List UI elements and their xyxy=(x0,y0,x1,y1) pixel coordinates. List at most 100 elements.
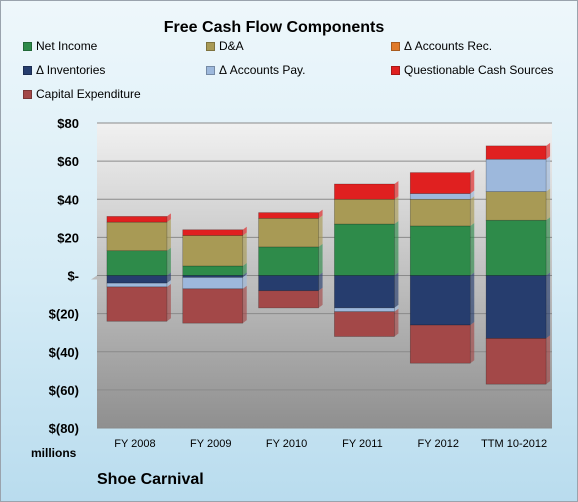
bar-segment-capital-expenditure xyxy=(182,288,244,324)
bar-segment-capital-expenditure xyxy=(485,338,547,385)
bar-segment-d-a xyxy=(182,235,244,267)
bar-side-questionable-cash-sources xyxy=(394,181,399,200)
bar-side-capital-expenditure xyxy=(242,285,247,324)
bar-side-questionable-cash-sources xyxy=(470,169,475,194)
bar-side--accounts-pay- xyxy=(546,156,551,192)
legend-swatch xyxy=(206,41,215,51)
bar-segment--inventories xyxy=(106,275,168,284)
legend-swatch xyxy=(391,41,400,51)
bar-side--inventories xyxy=(546,272,551,339)
bar-segment--inventories xyxy=(334,275,395,309)
bar-segment-net-income xyxy=(409,225,471,276)
legend-item: Questionable Cash Sources xyxy=(391,62,553,78)
legend-label: Δ Accounts Pay. xyxy=(219,63,306,77)
bar-side-capital-expenditure xyxy=(166,283,171,322)
legend-item: Δ Inventories xyxy=(23,62,105,78)
legend-label: Questionable Cash Sources xyxy=(404,63,554,77)
x-tick-label: TTM 10-2012 xyxy=(481,438,547,450)
bar-segment-questionable-cash-sources xyxy=(409,172,471,194)
y-tick-label: $(20) xyxy=(49,307,79,322)
legend-swatch xyxy=(391,65,400,75)
bar-segment-net-income xyxy=(334,223,395,276)
chart-title: Free Cash Flow Components xyxy=(164,19,385,36)
bar-segment-questionable-cash-sources xyxy=(106,216,168,223)
y-tick-label: $20 xyxy=(57,230,79,245)
legend-item: Net Income xyxy=(23,38,97,54)
bar-segment-capital-expenditure xyxy=(334,311,395,337)
bar-segment--inventories xyxy=(409,275,471,326)
bar-segment-net-income xyxy=(258,246,319,276)
bar-segment--inventories xyxy=(258,275,319,292)
bar-segment-questionable-cash-sources xyxy=(258,212,319,219)
legend-swatch xyxy=(23,89,32,99)
bar-segment-net-income xyxy=(182,265,244,276)
bar-side-d-a xyxy=(242,232,247,266)
y-tick-label: $60 xyxy=(57,154,79,169)
bar-side-d-a xyxy=(546,188,551,221)
bar-side--accounts-pay- xyxy=(470,190,475,200)
bar-side--accounts-pay- xyxy=(166,280,171,287)
legend-swatch xyxy=(23,41,32,51)
bar-segment--inventories xyxy=(485,275,547,339)
bar-segment--accounts-pay- xyxy=(485,158,547,192)
x-tick-label: FY 2012 xyxy=(418,438,459,450)
bar-side--inventories xyxy=(318,272,323,291)
legend-label: Δ Accounts Rec. xyxy=(404,39,493,53)
legend-label: Δ Inventories xyxy=(36,63,106,77)
bar-segment-capital-expenditure xyxy=(258,290,319,309)
y-tick-label: $(60) xyxy=(49,383,79,398)
bar-side-net-income xyxy=(470,222,475,276)
bar-side--inventories xyxy=(242,272,247,278)
legend-label: Capital Expenditure xyxy=(36,87,141,101)
bar-segment--accounts-pay- xyxy=(182,277,244,290)
bar-segment-net-income xyxy=(106,250,168,276)
legend-label: Net Income xyxy=(36,39,98,53)
bar-side-capital-expenditure xyxy=(470,322,475,364)
legend-item: D&A xyxy=(206,38,244,54)
x-tick-label: FY 2010 xyxy=(266,438,307,450)
bar-side--accounts-pay- xyxy=(394,304,399,312)
bar-side--inventories xyxy=(394,272,399,308)
y-unit-label: millions xyxy=(31,446,77,460)
bar-side-net-income xyxy=(318,243,323,276)
legend-swatch xyxy=(206,65,215,75)
bar-side-d-a xyxy=(166,219,171,251)
bar-segment-d-a xyxy=(485,191,547,221)
bar-side-d-a xyxy=(470,196,475,226)
bar-segment--accounts-pay- xyxy=(106,282,168,288)
legend-swatch xyxy=(23,65,32,75)
legend-item: Δ Accounts Pay. xyxy=(206,62,306,78)
bar-segment-capital-expenditure xyxy=(409,324,471,364)
bar-segment-d-a xyxy=(409,198,471,227)
legend-item: Capital Expenditure xyxy=(23,86,141,102)
x-tick-label: FY 2008 xyxy=(114,438,155,450)
bar-segment-capital-expenditure xyxy=(106,286,168,322)
bar-segment-d-a xyxy=(106,221,168,252)
bar-segment-d-a xyxy=(258,218,319,248)
y-tick-label: $(80) xyxy=(49,421,79,436)
y-tick-label: $80 xyxy=(57,116,79,131)
bar-segment-net-income xyxy=(485,219,547,276)
y-tick-label: $- xyxy=(67,269,79,284)
bar-side-d-a xyxy=(318,215,323,247)
bar-side-capital-expenditure xyxy=(318,287,323,308)
bar-side-questionable-cash-sources xyxy=(242,226,247,236)
bar-side--inventories xyxy=(166,272,171,284)
y-tick-label: $(40) xyxy=(49,345,79,360)
bar-side--accounts-pay- xyxy=(242,274,247,289)
bar-side-net-income xyxy=(166,247,171,276)
x-tick-label: FY 2009 xyxy=(190,438,231,450)
legend-item: Δ Accounts Rec. xyxy=(391,38,492,54)
bar-segment-questionable-cash-sources xyxy=(485,145,547,160)
bar-side-net-income xyxy=(394,221,399,276)
bar-side-questionable-cash-sources xyxy=(546,142,551,160)
bar-segment-questionable-cash-sources xyxy=(334,183,395,200)
bar-side-net-income xyxy=(242,262,247,276)
bar-segment--accounts-pay- xyxy=(334,307,395,313)
bar-side-net-income xyxy=(546,217,551,276)
legend-label: D&A xyxy=(219,39,244,53)
bar-side-questionable-cash-sources xyxy=(318,209,323,219)
x-tick-label: FY 2011 xyxy=(342,438,383,450)
